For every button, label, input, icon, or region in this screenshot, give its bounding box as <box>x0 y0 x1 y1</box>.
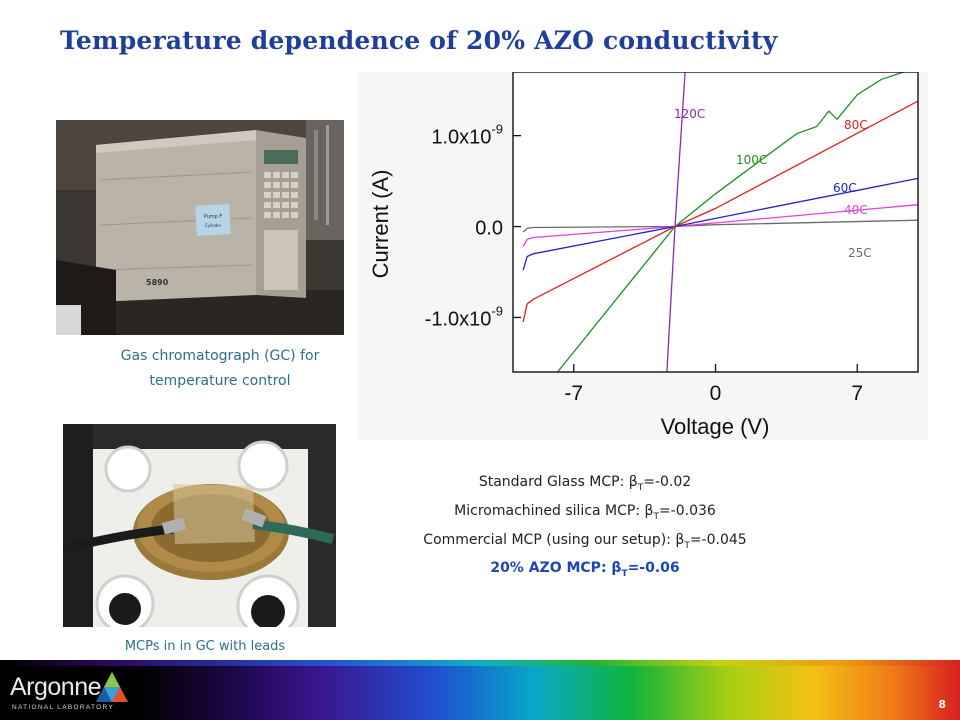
plot-area <box>512 72 919 373</box>
result-line: Micromachined silica MCP: βT=-0.036 <box>454 502 716 522</box>
series-label-25c: 25C <box>848 246 872 260</box>
series-label-100c: 100C <box>736 153 767 167</box>
svg-text:Cylinder: Cylinder <box>205 223 222 228</box>
series-line-40c <box>522 204 919 247</box>
series-label-80c: 80C <box>844 118 868 132</box>
iv-chart: -7 0 7 1.0x10-9 0.0 -1.0x10-9 25C 40C 60C 80C 100… <box>358 72 928 440</box>
footer-rainbow-stripe <box>0 660 960 666</box>
series-label-120c: 120C <box>674 107 705 121</box>
gc-caption: Gas chromatograph (GC) for temperature c… <box>80 344 360 394</box>
result-line: Commercial MCP (using our setup): βT=-0.… <box>423 531 747 551</box>
gc-photo: Pump F Cylinder 5890 <box>56 120 344 335</box>
x-tick-label: 0 <box>710 382 722 405</box>
argonne-triangle-icon <box>96 672 128 702</box>
gc-model-label: 5890 <box>146 278 169 287</box>
x-tick-label: 7 <box>851 382 863 405</box>
y-tick-label: 1.0x10-9 <box>431 122 503 149</box>
mcp-caption: MCPs in in GC with leads <box>124 639 286 654</box>
footer-bar: Argonne NATIONAL LABORATORY 8 <box>0 660 960 720</box>
series-label-60c: 60C <box>833 181 857 195</box>
series-line-100c <box>557 72 905 373</box>
mcp-photo <box>63 424 336 627</box>
y-tick-label: 0.0 <box>475 218 503 240</box>
argonne-logo-sub: NATIONAL LABORATORY <box>12 704 114 711</box>
series-label-40c: 40C <box>844 203 868 217</box>
series-line-120c <box>666 72 686 373</box>
gc-caption-line1: Gas chromatograph (GC) for <box>120 348 320 364</box>
x-axis-label: Voltage (V) <box>661 414 770 439</box>
footer-gradient <box>140 666 960 720</box>
series-labels: 25C 40C 60C 80C 100C 120C <box>674 107 872 260</box>
result-line-highlight: 20% AZO MCP: βT=-0.06 <box>490 560 680 580</box>
series-layer <box>522 72 919 373</box>
x-tick-label: -7 <box>564 382 583 405</box>
svg-text:Pump F: Pump F <box>204 214 223 220</box>
tick-layer: -7 0 7 1.0x10-9 0.0 -1.0x10-9 <box>425 122 863 405</box>
page-number: 8 <box>938 698 946 711</box>
series-line-60c <box>522 177 919 271</box>
result-line: Standard Glass MCP: βT=-0.02 <box>478 474 692 493</box>
y-axis-label: Current (A) <box>368 170 393 279</box>
series-line-80c <box>522 100 919 323</box>
argonne-logo: Argonne <box>10 673 102 701</box>
gc-caption-line2: temperature control <box>149 373 291 389</box>
series-line-25c <box>522 219 919 233</box>
slide-title: Temperature dependence of 20% AZO conduc… <box>60 26 778 55</box>
y-tick-label: -1.0x10-9 <box>425 303 503 330</box>
results-block: Standard Glass MCP: βT=-0.02 Micromachin… <box>370 471 800 586</box>
